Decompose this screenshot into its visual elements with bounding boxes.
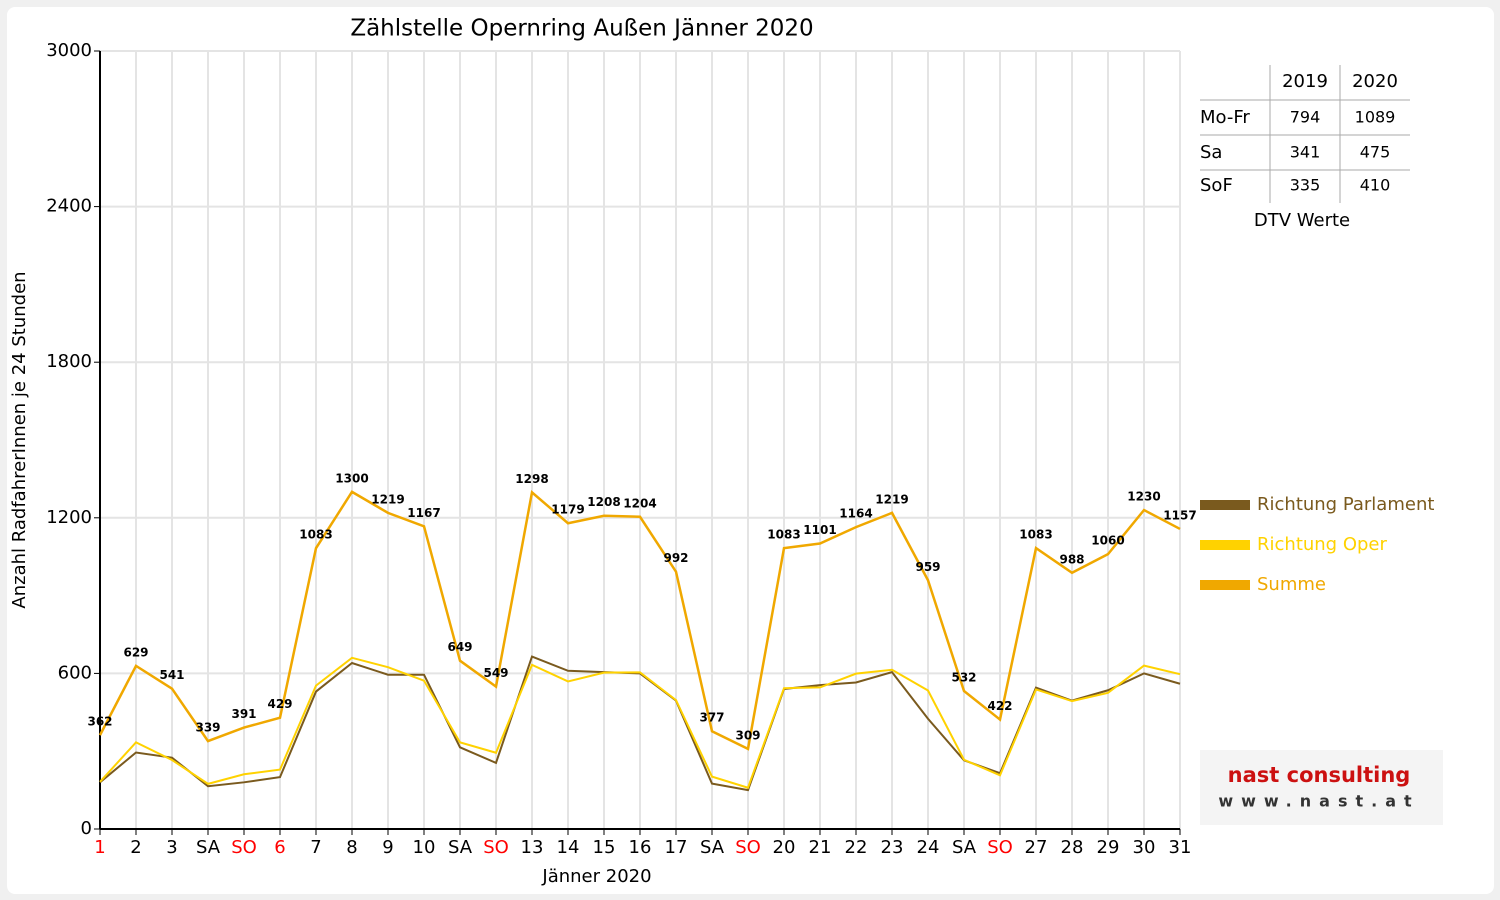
data-label: 549	[483, 666, 508, 680]
data-label: 1300	[335, 471, 368, 485]
data-label: 422	[987, 699, 1012, 713]
y-tick-label: 1200	[46, 507, 92, 528]
x-tick-label: 7	[310, 837, 321, 858]
x-tick-label: 29	[1097, 837, 1120, 858]
logo-url: www.nast.at	[1218, 792, 1419, 811]
y-tick-label: 1800	[46, 351, 92, 372]
x-tick-label: SO	[231, 837, 257, 858]
x-tick-label: SA	[196, 837, 221, 858]
data-label: 1060	[1091, 534, 1124, 548]
table-cell: 794	[1290, 108, 1321, 127]
data-label: 1204	[623, 496, 656, 510]
y-tick-label: 2400	[46, 196, 92, 217]
x-tick-label: SO	[483, 837, 509, 858]
table-caption: DTV Werte	[1254, 210, 1350, 231]
x-tick-label: SA	[700, 837, 725, 858]
data-label: 429	[267, 697, 292, 711]
table-row-label: SoF	[1200, 175, 1233, 196]
data-label: 1179	[551, 503, 584, 517]
data-label: 1164	[839, 507, 872, 521]
x-tick-label: 15	[593, 837, 616, 858]
x-tick-label: 28	[1061, 837, 1084, 858]
x-tick-label: 23	[881, 837, 904, 858]
table-cell: 335	[1290, 176, 1321, 195]
y-tick-label: 3000	[46, 40, 92, 61]
y-tick-label: 0	[81, 818, 92, 839]
data-label: 1230	[1127, 490, 1160, 504]
data-label: 629	[123, 645, 148, 659]
x-tick-label: 21	[809, 837, 832, 858]
legend-label: Summe	[1257, 574, 1326, 595]
x-tick-label: 20	[773, 837, 796, 858]
data-label: 1208	[587, 495, 620, 509]
data-label: 1298	[515, 472, 548, 486]
data-label: 339	[195, 721, 220, 735]
data-label: 1167	[407, 506, 440, 520]
table-row-label: Mo-Fr	[1200, 107, 1250, 128]
x-tick-label: 1	[94, 837, 105, 858]
data-label: 1083	[1019, 528, 1052, 542]
table-header: 2019	[1282, 71, 1328, 92]
x-tick-label: 22	[845, 837, 868, 858]
data-label: 377	[699, 711, 724, 725]
data-label: 1157	[1163, 508, 1196, 522]
chart-title: Zählstelle Opernring Außen Jänner 2020	[350, 16, 813, 42]
x-tick-label: SA	[448, 837, 473, 858]
legend-swatch	[1200, 580, 1250, 590]
legend-label: Richtung Parlament	[1257, 494, 1434, 515]
table-cell: 410	[1360, 176, 1391, 195]
logo-name: nast consulting	[1228, 763, 1411, 787]
y-axis-label: Anzahl RadfahrerInnen je 24 Stunden	[9, 271, 30, 608]
x-tick-label: SA	[952, 837, 977, 858]
data-label: 391	[231, 707, 256, 721]
x-tick-label: 8	[346, 837, 357, 858]
x-tick-label: 2	[130, 837, 141, 858]
data-label: 1101	[803, 523, 836, 537]
x-tick-label: 30	[1133, 837, 1156, 858]
legend-label: Richtung Oper	[1257, 534, 1388, 555]
logo-box	[1200, 750, 1443, 825]
data-label: 1083	[299, 528, 332, 542]
x-tick-label: 3	[166, 837, 177, 858]
x-tick-label: 24	[917, 837, 940, 858]
data-label: 1219	[875, 492, 908, 506]
x-tick-label: SO	[987, 837, 1013, 858]
table-cell: 475	[1360, 143, 1391, 162]
x-tick-label: 17	[665, 837, 688, 858]
x-tick-label: SO	[735, 837, 761, 858]
legend-swatch	[1200, 500, 1250, 510]
legend-swatch	[1200, 540, 1250, 550]
data-label: 988	[1059, 552, 1084, 566]
x-tick-label: 31	[1169, 837, 1192, 858]
x-tick-label: 6	[274, 837, 285, 858]
series-line	[99, 656, 1181, 790]
data-label: 1219	[371, 492, 404, 506]
data-label: 959	[915, 560, 940, 574]
x-tick-label: 14	[557, 837, 580, 858]
series-line	[98, 490, 1181, 751]
x-tick-label: 27	[1025, 837, 1048, 858]
table-cell: 341	[1290, 143, 1321, 162]
data-label: 309	[735, 728, 760, 742]
data-label: 532	[951, 671, 976, 685]
data-label: 1083	[767, 528, 800, 542]
data-label: 992	[663, 551, 688, 565]
data-label: 541	[159, 668, 184, 682]
data-label: 362	[87, 715, 112, 729]
table-row-label: Sa	[1200, 142, 1222, 163]
x-axis-label: Jänner 2020	[541, 866, 651, 887]
x-tick-label: 10	[413, 837, 436, 858]
x-tick-label: 16	[629, 837, 652, 858]
data-label: 649	[447, 640, 472, 654]
table-header: 2020	[1352, 71, 1398, 92]
x-tick-label: 13	[521, 837, 544, 858]
x-tick-label: 9	[382, 837, 393, 858]
table-cell: 1089	[1355, 108, 1396, 127]
y-tick-label: 600	[58, 662, 92, 683]
